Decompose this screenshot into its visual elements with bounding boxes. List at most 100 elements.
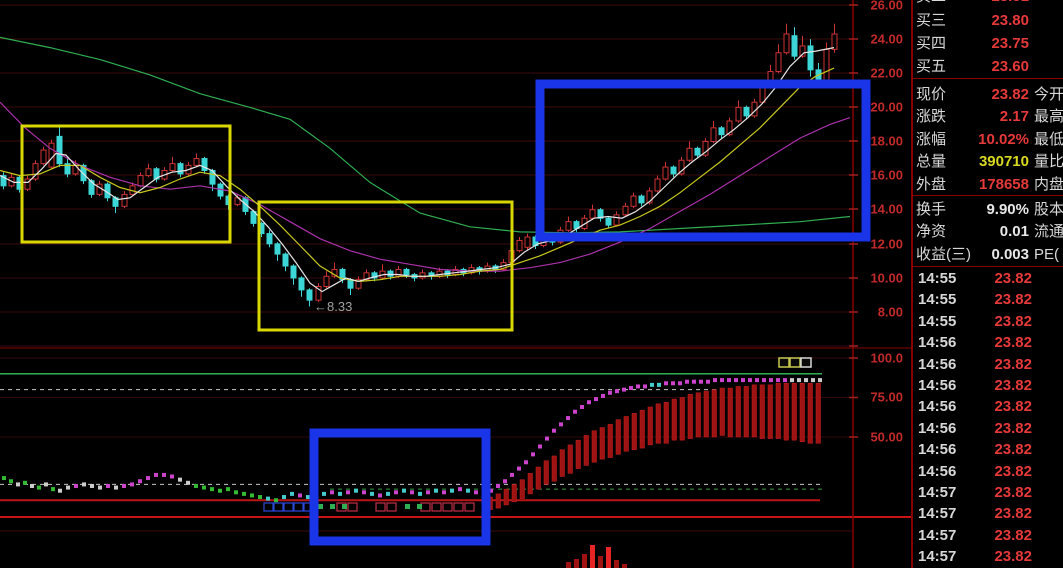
indicator-bar — [775, 383, 781, 439]
sidebar-separator — [913, 195, 1063, 196]
highlight-yellow-box-2 — [257, 200, 514, 332]
indicator-dot — [531, 452, 535, 457]
indicator-bar — [543, 460, 549, 485]
indicator-dash — [122, 483, 126, 488]
indicator-dot — [692, 379, 696, 384]
tick-price: 23.82 — [994, 441, 1032, 459]
indicator-bar — [607, 424, 613, 458]
indicator-dash — [162, 472, 166, 477]
sidebar-separator — [913, 266, 1063, 267]
price-axis-label: 8.00 — [878, 305, 903, 320]
candle-body — [201, 158, 208, 171]
candle-body — [783, 33, 790, 54]
time-sales-row: 14:56 23.82 — [913, 332, 1063, 353]
indicator-dash — [434, 488, 438, 493]
indicator-bar — [679, 397, 685, 441]
tick-price: 23.82 — [994, 398, 1032, 416]
indicator-dash — [23, 480, 27, 485]
indicator-dot — [594, 397, 598, 402]
bid-row: 买五 23.60 — [913, 56, 1063, 77]
candle-body — [169, 163, 176, 171]
candle-body — [387, 270, 394, 277]
indicator-dash — [338, 491, 342, 496]
indicator-dash — [51, 487, 55, 492]
signal-box-red — [347, 502, 358, 512]
candle-body — [363, 272, 370, 281]
time-sales-row: 14:57 23.82 — [913, 503, 1063, 524]
tick-time: 14:55 — [918, 291, 957, 309]
mini-volume-bar — [598, 556, 603, 568]
candle-body — [686, 147, 693, 161]
signal-square-green — [405, 504, 410, 509]
tick-time: 14:56 — [918, 398, 957, 416]
panel-widget-box[interactable] — [800, 357, 812, 368]
tick-price: 23.82 — [994, 548, 1032, 566]
indicator-dash — [106, 483, 110, 488]
price-axis-label: 26.00 — [870, 0, 903, 13]
field-value: 2.17 — [999, 108, 1029, 126]
signal-box-blue — [273, 502, 284, 512]
price-axis-label: 100.0 — [870, 351, 903, 366]
indicator-dot — [706, 379, 710, 384]
highlight-blue-box-1 — [535, 79, 871, 242]
indicator-dot — [552, 428, 556, 433]
indicator-bar — [647, 406, 653, 446]
time-sales-row: 14:56 23.82 — [913, 418, 1063, 439]
indicator-bar — [639, 409, 645, 449]
price-axis-label: 14.00 — [870, 202, 903, 217]
detail-row: 净资 0.01 流通 — [913, 221, 1063, 242]
indicator-dash — [44, 482, 48, 487]
candle-body — [177, 163, 184, 175]
panel-widget-box[interactable] — [778, 357, 790, 368]
tick-price: 23.82 — [994, 377, 1032, 394]
candle-body — [710, 127, 717, 142]
tick-time: 14:57 — [918, 484, 957, 501]
candle-body — [597, 209, 604, 219]
field-value: 23.82 — [991, 86, 1029, 103]
indicator-bar — [535, 466, 541, 490]
indicator-bar — [503, 488, 509, 506]
indicator-dash — [466, 488, 470, 493]
indicator-dot — [671, 381, 675, 386]
field-label: 现价 — [916, 86, 947, 103]
ma-line-ma20 — [0, 101, 851, 272]
field-value: 0.003 — [991, 245, 1029, 263]
mini-volume-bar — [574, 559, 579, 568]
panel-widget-box[interactable] — [789, 357, 801, 368]
price-axis-label: 75.00 — [870, 390, 903, 405]
candle-body — [524, 236, 531, 248]
mini-volume-bar — [622, 564, 627, 568]
field-label-right: 股本 — [1034, 201, 1063, 218]
candle-body — [791, 35, 798, 57]
indicator-bar — [591, 430, 597, 463]
signal-box-blue — [283, 502, 294, 512]
signal-box-red — [420, 502, 431, 512]
indicator-dash — [154, 472, 158, 477]
low-price-marker: ←8.33 — [314, 299, 352, 314]
candle-body — [193, 158, 200, 166]
kline-chart-canvas[interactable]: 26.00 24.00 22.00 20.00 18.00 16.00 14.00 12.00… — [0, 0, 911, 568]
time-sales-row: 14:56 23.82 — [913, 439, 1063, 460]
candle-body — [694, 147, 701, 156]
time-sales-row: 14:55 23.82 — [913, 268, 1063, 289]
indicator-bar — [711, 389, 717, 438]
time-sales-row: 14:56 23.82 — [913, 375, 1063, 396]
indicator-dot — [741, 378, 745, 383]
candle-body — [80, 164, 87, 182]
indicator-dash — [98, 485, 102, 490]
indicator-dot — [636, 384, 640, 389]
bid-row: 买三 23.80 — [913, 10, 1063, 31]
field-label: 外盘 — [916, 175, 947, 193]
field-value: 23.60 — [991, 58, 1029, 75]
indicator-bar — [495, 493, 501, 509]
indicator-bar — [583, 435, 589, 466]
indicator-dot — [762, 378, 766, 383]
indicator-bar — [663, 401, 669, 444]
indicator-dot — [524, 460, 528, 465]
indicator-dot — [713, 378, 717, 383]
indicator-dot — [748, 378, 752, 383]
signal-box-blue — [263, 502, 274, 512]
highlight-yellow-box-1 — [20, 124, 232, 244]
indicator-dot — [657, 382, 661, 387]
field-label: 总量 — [916, 153, 947, 171]
